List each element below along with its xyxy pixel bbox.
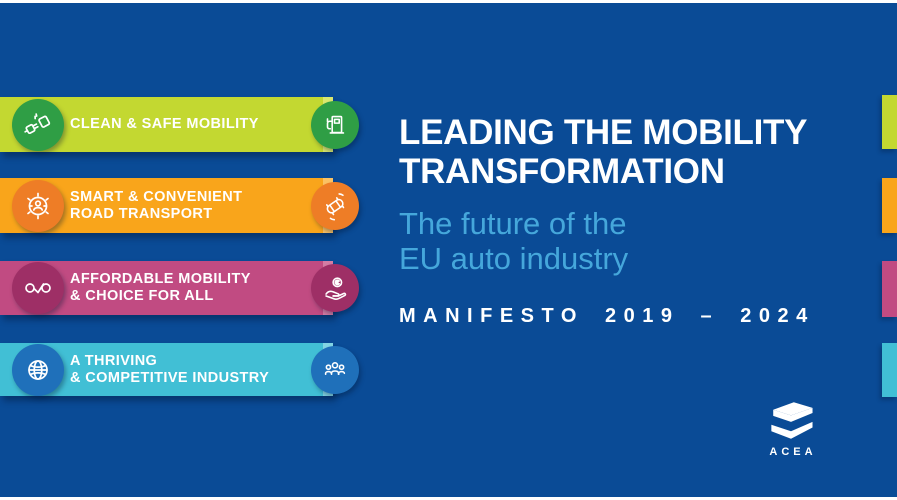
banner-clean-safe-mobility: CLEAN & SAFE MOBILITY	[0, 97, 359, 152]
subtitle-line: EU auto industry	[399, 241, 629, 276]
plug-icon	[12, 98, 64, 151]
headline-block: LEADING THE MOBILITY TRANSFORMATION The …	[399, 113, 815, 328]
hand-coin-icon	[311, 264, 359, 312]
banner-label: CLEAN & SAFE MOBILITY	[70, 116, 259, 132]
globe-icon	[12, 343, 64, 396]
subtitle: The future of the EU auto industry	[399, 206, 815, 276]
edge-tab-orange	[882, 178, 897, 233]
banner-label: SMART & CONVENIENT	[70, 188, 243, 205]
edge-tab-green	[882, 95, 897, 149]
page-title: TRANSFORMATION	[399, 152, 725, 191]
manifesto-label: MANIFESTO 2019 – 2024	[399, 305, 815, 327]
acea-logo: ACEA	[760, 399, 822, 458]
banner-thriving-competitive-industry: A THRIVING & COMPETITIVE INDUSTRY	[0, 343, 359, 396]
subtitle-line: The future of the	[399, 206, 627, 241]
banner-label: AFFORDABLE MOBILITY	[70, 271, 251, 287]
connected-car-icon	[311, 181, 359, 230]
poster-canvas: CLEAN & SAFE MOBILITY SMART & CONVENIENT…	[0, 3, 897, 497]
banner-label: & CHOICE FOR ALL	[70, 288, 214, 304]
page-title: LEADING THE MOBILITY	[399, 113, 808, 152]
banner-affordable-mobility-choice: AFFORDABLE MOBILITY & CHOICE FOR ALL	[0, 261, 359, 315]
banner-smart-convenient-road-transport: SMART & CONVENIENT ROAD TRANSPORT	[0, 178, 359, 233]
workforce-icon	[311, 345, 359, 394]
banner-label: ROAD TRANSPORT	[70, 205, 213, 222]
choice-check-icon	[12, 262, 64, 314]
edge-tab-magenta	[882, 261, 897, 317]
banner-label: A THRIVING	[70, 352, 158, 369]
edge-tab-cyan	[882, 343, 897, 397]
acea-logo-icon	[771, 402, 813, 439]
autonomous-driving-icon	[12, 179, 64, 232]
banner-label: & COMPETITIVE INDUSTRY	[70, 369, 270, 386]
charging-station-icon	[311, 100, 359, 149]
acea-logo-text: ACEA	[769, 446, 817, 458]
